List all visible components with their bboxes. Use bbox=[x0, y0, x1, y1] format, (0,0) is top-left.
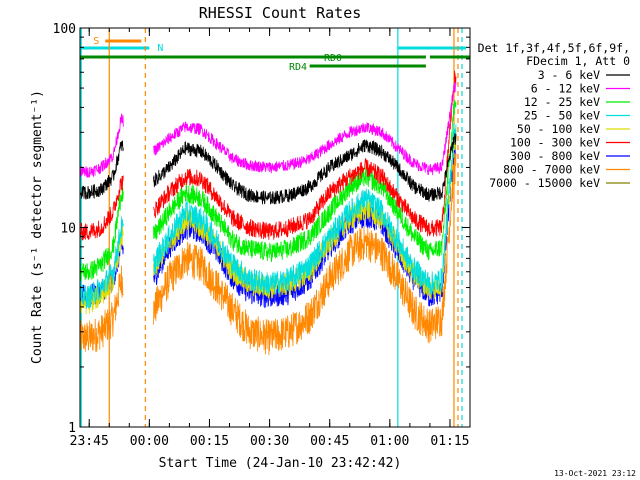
decimation-label: RD0 bbox=[324, 53, 342, 64]
x-tick-label: 00:15 bbox=[190, 434, 229, 449]
series-line-3 bbox=[80, 123, 457, 309]
legend-entry-label: 12 - 25 keV bbox=[524, 95, 600, 109]
legend-entry-label: 7000 - 15000 keV bbox=[489, 176, 600, 190]
legend-header-line: Det 1f,3f,4f,5f,6f,9f, bbox=[478, 41, 630, 55]
night-label: N bbox=[157, 43, 163, 54]
legend-header-line: FDecim 1, Att 0 bbox=[526, 54, 630, 68]
x-tick-label: 01:00 bbox=[370, 434, 409, 449]
legend: Det 1f,3f,4f,5f,6f,9f,FDecim 1, Att 03 -… bbox=[478, 41, 630, 190]
legend-entry-label: 3 - 6 keV bbox=[538, 68, 600, 82]
x-tick-label: 00:30 bbox=[250, 434, 289, 449]
footer-date: 13-Oct-2021 23:12 bbox=[554, 469, 636, 478]
decimation-label: RD4 bbox=[289, 62, 307, 73]
legend-entry-label: 6 - 12 keV bbox=[531, 82, 600, 96]
legend-entry-label: 50 - 100 keV bbox=[517, 122, 600, 136]
x-tick-label: 00:00 bbox=[130, 434, 169, 449]
axes: 23:45 00:00 00:15 00:30 00:45 01:00 01:15 1 10 10… bbox=[53, 22, 471, 449]
series-line-0 bbox=[80, 133, 457, 205]
legend-entry-label: 800 - 7000 keV bbox=[503, 163, 600, 177]
series-line-5 bbox=[80, 70, 457, 241]
chart-title: RHESSI Count Rates bbox=[199, 4, 362, 22]
x-tick-label: 23:45 bbox=[70, 434, 109, 449]
y-axis-label: Count Rate (s⁻¹ detector segment⁻¹) bbox=[30, 90, 45, 364]
y-tick-label: 10 bbox=[60, 222, 76, 237]
legend-entry-label: 100 - 300 keV bbox=[510, 136, 600, 150]
legend-entry-label: 25 - 50 keV bbox=[524, 109, 600, 123]
x-tick-label: 00:45 bbox=[310, 434, 349, 449]
series-line-2 bbox=[80, 99, 457, 282]
legend-entry-label: 300 - 800 keV bbox=[510, 149, 600, 163]
instrument-markers: N S RD0 RD4 bbox=[80, 28, 470, 427]
y-tick-label: 1 bbox=[68, 421, 76, 436]
x-tick-label: 01:15 bbox=[430, 434, 469, 449]
series-line-7 bbox=[80, 152, 457, 356]
y-tick-label: 100 bbox=[53, 22, 76, 37]
attenuator-label: S bbox=[93, 36, 99, 47]
series-line-1 bbox=[80, 82, 457, 178]
series-lines bbox=[80, 70, 457, 356]
x-axis-label: Start Time (24-Jan-10 23:42:42) bbox=[159, 456, 402, 471]
